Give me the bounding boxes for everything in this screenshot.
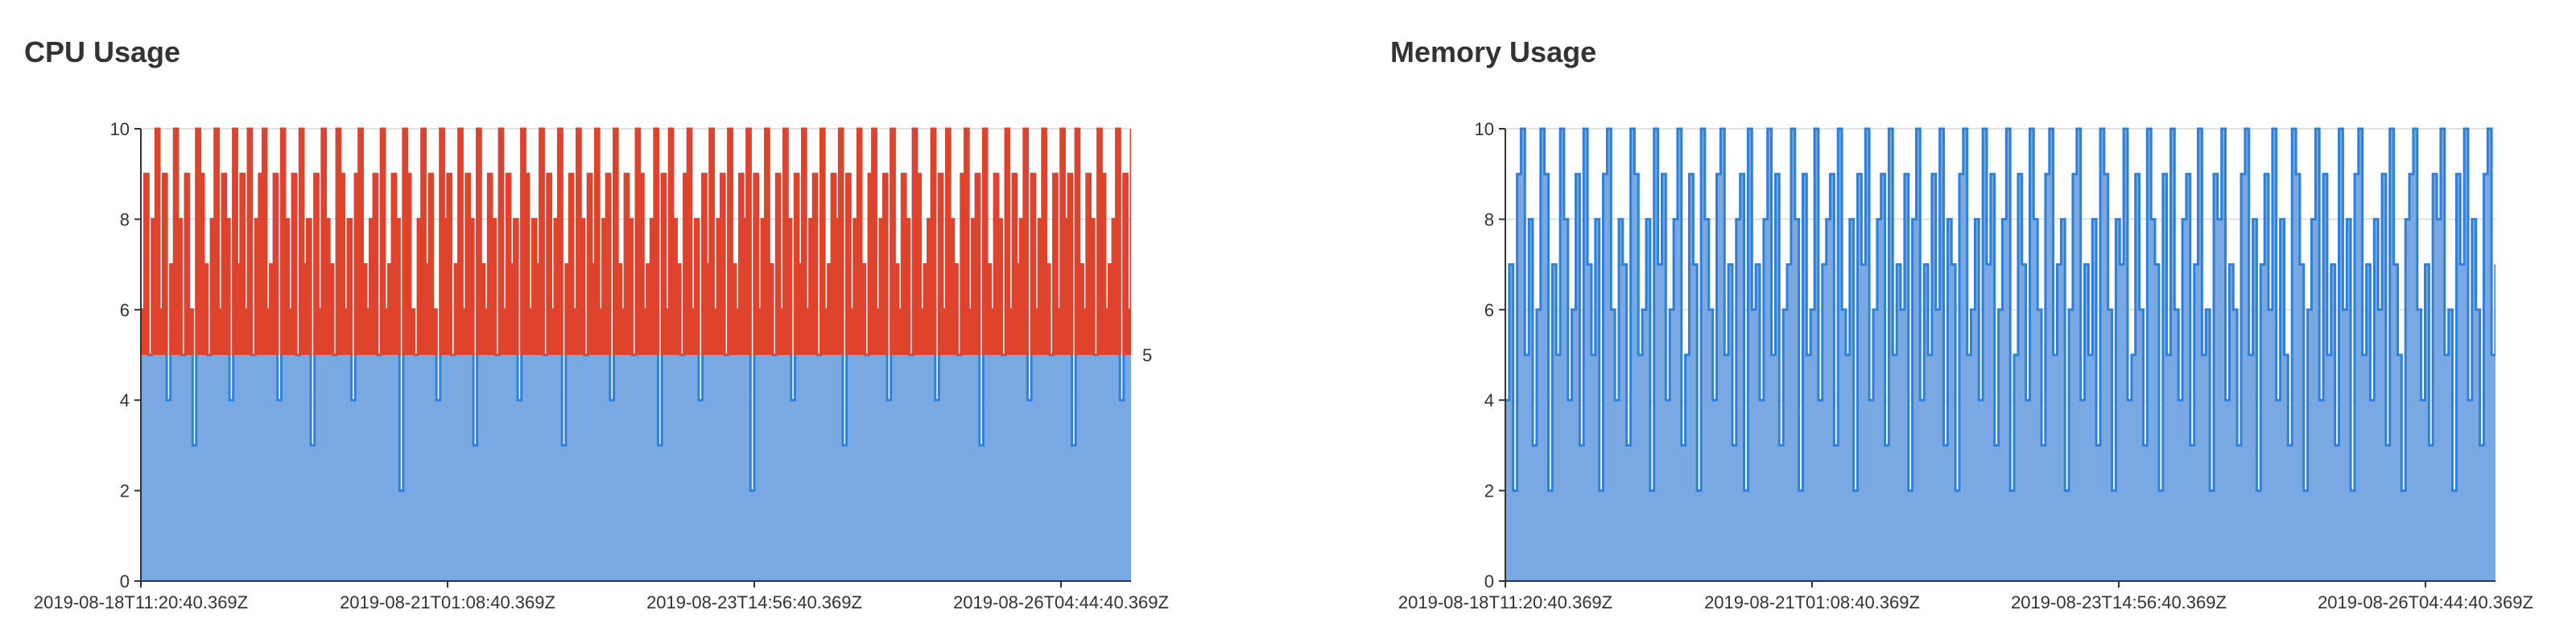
series-line <box>1505 127 2496 493</box>
memory-usage-chart: 0 2 4 6 8 10 2019-08-18T11:20:40.369Z 2019-08-2… <box>1398 119 2533 612</box>
y-tick-label: 0 <box>120 571 130 592</box>
cpu-usage-panel: CPU Usage 5 0 2 4 6 8 10 2019-08-18T11:20:40.36… <box>24 35 1169 612</box>
y-tick-label: 10 <box>1475 119 1494 139</box>
y-tick-label: 2 <box>1484 481 1494 501</box>
memory-usage-title: Memory Usage <box>1390 35 1597 68</box>
threshold-label: 5 <box>1142 345 1152 365</box>
cpu-usage-chart: 5 0 2 4 6 8 10 2019-08-18T11:20:40.369Z 2019-08-… <box>34 119 1169 612</box>
x-tick-label: 2019-08-23T14:56:40.369Z <box>646 592 862 612</box>
plot-area <box>1505 127 2496 581</box>
y-tick-label: 6 <box>120 300 130 320</box>
x-tick-label: 2019-08-21T01:08:40.369Z <box>340 592 555 612</box>
y-tick-label: 2 <box>120 481 130 501</box>
y-tick-label: 4 <box>1484 390 1494 410</box>
y-tick-label: 0 <box>1484 571 1494 592</box>
x-tick-label: 2019-08-23T14:56:40.369Z <box>2011 592 2227 612</box>
cpu-usage-title: CPU Usage <box>24 35 181 68</box>
y-tick-label: 4 <box>120 390 130 410</box>
x-tick-label: 2019-08-26T04:44:40.369Z <box>953 592 1169 612</box>
memory-usage-panel: Memory Usage 0 2 4 6 8 10 2019-08-18T11:20:40.… <box>1288 0 2576 639</box>
threshold-region <box>141 127 1131 355</box>
x-tick-label: 2019-08-21T01:08:40.369Z <box>1704 592 1920 612</box>
y-tick-label: 8 <box>120 209 130 229</box>
y-tick-label: 10 <box>110 119 130 139</box>
x-tick-label: 2019-08-18T11:20:40.369Z <box>1398 592 1612 612</box>
y-tick-label: 8 <box>1484 209 1494 229</box>
y-tick-label: 6 <box>1484 300 1494 320</box>
threshold-line <box>141 127 1131 355</box>
x-tick-label: 2019-08-26T04:44:40.369Z <box>2318 592 2533 612</box>
x-tick-label: 2019-08-18T11:20:40.369Z <box>34 592 248 612</box>
